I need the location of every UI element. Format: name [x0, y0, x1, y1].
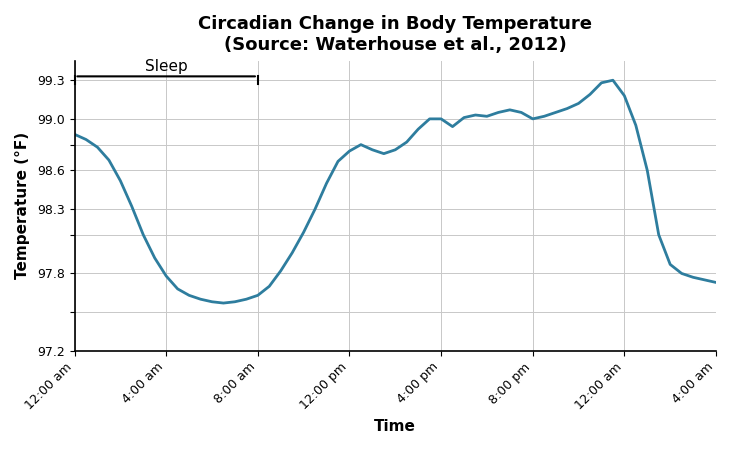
- Y-axis label: Temperature (°F): Temperature (°F): [15, 132, 30, 279]
- Title: Circadian Change in Body Temperature
(Source: Waterhouse et al., 2012): Circadian Change in Body Temperature (So…: [198, 15, 592, 54]
- Text: Sleep: Sleep: [145, 59, 188, 74]
- X-axis label: Time: Time: [374, 419, 416, 434]
